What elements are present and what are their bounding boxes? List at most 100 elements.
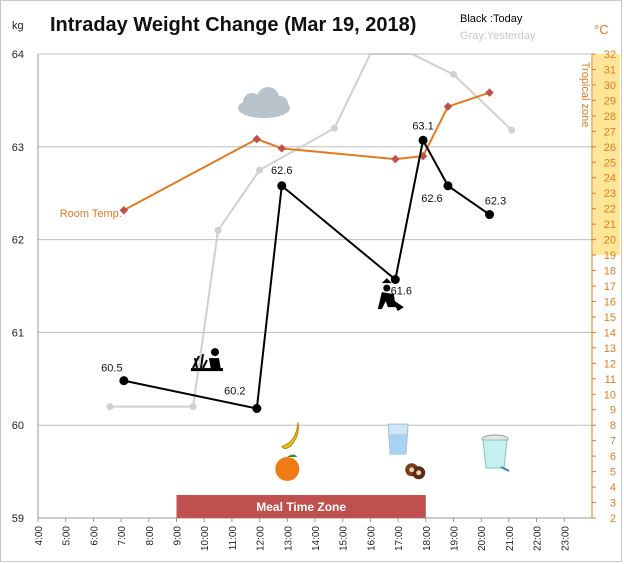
digger-body <box>377 292 396 310</box>
tropical-zone-label: Tropical zone <box>579 62 591 128</box>
room-temp-point <box>443 102 453 111</box>
today-point <box>277 181 287 191</box>
cloud-part <box>272 96 288 112</box>
x-tick-label: 19:00 <box>450 526 461 551</box>
cookie-cream <box>409 467 415 473</box>
yesterday-point <box>214 226 222 234</box>
y-tick-label: 64 <box>12 49 24 61</box>
y2-tick-label: 14 <box>604 327 616 339</box>
cookie-cream <box>416 470 422 476</box>
y2-tick-label: 24 <box>604 173 616 185</box>
y2-tick-label: 27 <box>604 126 616 138</box>
gardening-icon <box>190 348 223 372</box>
x-tick-label: 17:00 <box>394 526 405 551</box>
y2-tick-label: 5 <box>610 467 616 479</box>
today-point <box>418 135 428 145</box>
right-axis-unit: °C <box>594 22 609 37</box>
room-temp-point <box>485 88 494 97</box>
room-temp-point <box>391 154 400 164</box>
x-tick-label: 4:00 <box>34 526 45 546</box>
gardener-head <box>210 348 219 357</box>
yesterday-point <box>256 166 264 174</box>
y2-tick-label: 25 <box>604 157 616 169</box>
today-data-label: 60.2 <box>224 385 245 397</box>
yesterday-point <box>508 126 516 134</box>
x-tick-label: 6:00 <box>89 526 100 546</box>
y2-tick-label: 10 <box>604 389 616 401</box>
ground-shape <box>190 368 223 372</box>
cloud-part <box>243 93 261 111</box>
spoon-shape <box>500 466 510 472</box>
y2-tick-label: 13 <box>604 343 616 355</box>
today-data-label: 62.3 <box>485 196 506 208</box>
chart-title: Intraday Weight Change (Mar 19, 2018) <box>50 14 417 36</box>
room-temp-series-label: Room Temp. <box>60 208 122 220</box>
y2-tick-label: 16 <box>604 296 616 308</box>
water-shape <box>389 434 408 455</box>
today-data-label: 62.6 <box>421 193 442 205</box>
legend-today: Black :Today <box>460 13 523 25</box>
y2-tick-label: 22 <box>604 204 616 216</box>
x-tick-label: 7:00 <box>117 526 128 546</box>
today-data-label: 61.6 <box>391 286 412 298</box>
shovel-shape <box>391 299 404 312</box>
orange-icon <box>275 454 300 481</box>
gardener-body <box>208 358 221 371</box>
y2-tick-label: 7 <box>610 436 616 448</box>
banana-shape <box>281 422 299 449</box>
y-tick-label: 61 <box>12 327 24 339</box>
yesterday-point <box>330 124 338 132</box>
today-point <box>252 403 262 413</box>
y2-tick-label: 29 <box>604 95 616 107</box>
digger-head <box>383 284 391 292</box>
x-tick-label: 23:00 <box>560 526 571 551</box>
cup-body <box>482 439 508 469</box>
today-data-label: 63.1 <box>412 120 433 132</box>
y2-tick-label: 28 <box>604 111 616 123</box>
today-data-label: 62.6 <box>271 165 292 177</box>
x-tick-label: 9:00 <box>173 526 184 546</box>
room-temp-point <box>119 205 129 215</box>
x-tick-label: 18:00 <box>422 526 433 551</box>
x-tick-label: 16:00 <box>366 526 377 551</box>
x-tick-label: 15:00 <box>339 526 350 551</box>
banana-icon <box>281 422 299 449</box>
y2-tick-label: 15 <box>604 312 616 324</box>
meal-time-zone-bar <box>176 495 426 518</box>
meal-time-zone-label: Meal Time Zone <box>256 500 346 514</box>
y-tick-label: 59 <box>12 513 24 525</box>
y2-tick-label: 3 <box>610 498 616 510</box>
y-tick-label: 62 <box>12 235 24 247</box>
legend-yesterday: Gray:Yesterday <box>460 30 536 42</box>
tropical-zone-band <box>593 54 620 256</box>
y2-tick-label: 17 <box>604 281 616 293</box>
x-tick-label: 10:00 <box>200 526 211 551</box>
y2-tick-label: 9 <box>610 405 616 417</box>
orange-shape <box>275 456 300 481</box>
y-tick-label: 63 <box>12 142 24 154</box>
plant-shape <box>192 353 208 369</box>
today-point <box>119 376 129 386</box>
orange-leaf <box>287 454 298 457</box>
y2-tick-label: 23 <box>604 188 616 200</box>
y2-tick-label: 30 <box>604 80 616 92</box>
today-point <box>443 181 453 191</box>
x-tick-label: 13:00 <box>283 526 294 551</box>
room-temp-point <box>252 134 262 144</box>
x-tick-label: 5:00 <box>62 526 73 546</box>
y2-tick-label: 6 <box>610 451 616 463</box>
y2-tick-label: 11 <box>605 374 616 386</box>
yogurt-cup-icon <box>481 434 510 472</box>
y2-tick-label: 20 <box>604 235 616 247</box>
y2-tick-label: 2 <box>610 513 616 525</box>
x-tick-label: 14:00 <box>311 526 322 551</box>
y2-tick-label: 18 <box>604 266 616 278</box>
today-data-label: 60.5 <box>101 363 122 375</box>
y2-tick-label: 32 <box>604 49 616 61</box>
y2-tick-label: 21 <box>604 219 616 231</box>
y2-tick-label: 4 <box>610 482 616 494</box>
today-point <box>485 210 495 220</box>
yesterday-point <box>450 70 457 78</box>
